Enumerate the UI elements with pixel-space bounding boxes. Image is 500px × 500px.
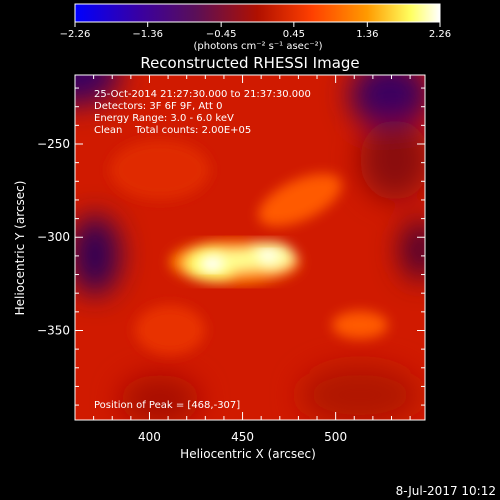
colorbar-tick-label: 1.36	[356, 29, 378, 40]
colorbar-tick-label: −0.45	[206, 29, 237, 40]
colorbar-tick-label: −1.36	[132, 29, 163, 40]
heatmap-image	[75, 75, 425, 420]
colorbar-unit-label: (photons cm⁻² s⁻¹ asec⁻²)	[193, 41, 322, 52]
colorbar-tick-label: 0.45	[283, 29, 305, 40]
x-axis-label: Heliocentric X (arcsec)	[180, 447, 316, 461]
annotation-detectors: Detectors: 3F 6F 9F, Att 0	[94, 101, 222, 112]
x-tick-label: 500	[324, 430, 347, 444]
annotation-counts: Clean Total counts: 2.00E+05	[94, 125, 251, 136]
axis-ticks: 400 450 500 −250 −300 −350	[37, 75, 425, 444]
footer-date: 8-Jul-2017 10:12	[396, 484, 496, 498]
annotation-peak: Position of Peak = [468,-307]	[94, 400, 240, 411]
chart-title: Reconstructed RHESSI Image	[140, 54, 359, 72]
x-tick-label: 400	[138, 430, 161, 444]
colorbar	[74, 3, 441, 23]
colorbar-tick-label: 2.26	[429, 29, 451, 40]
annotation-energy: Energy Range: 3.0 - 6.0 keV	[94, 113, 234, 124]
annotation-time: 25-Oct-2014 21:27:30.000 to 21:37:30.000	[94, 89, 311, 100]
x-tick-label: 450	[231, 430, 254, 444]
colorbar-tick-label: −2.26	[60, 29, 91, 40]
plot-frame	[74, 74, 426, 421]
colorbar-ticks: −2.26 −1.36 −0.45 0.45 1.36 2.26	[60, 22, 451, 40]
y-tick-label: −350	[37, 323, 70, 337]
y-axis-label: Heliocentric Y (arcsec)	[13, 181, 27, 316]
y-tick-label: −250	[37, 137, 70, 151]
y-tick-label: −300	[37, 230, 70, 244]
